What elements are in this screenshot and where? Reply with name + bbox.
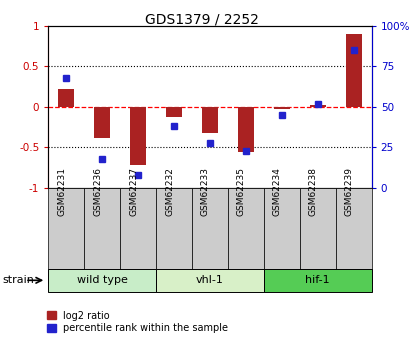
- Text: GSM62239: GSM62239: [345, 167, 354, 216]
- Text: GSM62237: GSM62237: [129, 167, 138, 216]
- Bar: [130, 107, 146, 165]
- Text: GSM62238: GSM62238: [309, 167, 318, 216]
- Bar: [166, 107, 182, 118]
- Text: GSM62232: GSM62232: [165, 167, 174, 216]
- Text: GSM62235: GSM62235: [237, 167, 246, 216]
- Bar: [346, 34, 362, 107]
- Text: GDS1379 / 2252: GDS1379 / 2252: [144, 12, 259, 26]
- Text: GSM62231: GSM62231: [57, 167, 66, 216]
- Legend: log2 ratio, percentile rank within the sample: log2 ratio, percentile rank within the s…: [47, 311, 228, 333]
- Text: hif-1: hif-1: [305, 275, 330, 285]
- Bar: [238, 107, 254, 151]
- Text: vhl-1: vhl-1: [196, 275, 224, 285]
- Text: GSM62234: GSM62234: [273, 167, 282, 216]
- Bar: [202, 107, 218, 133]
- Text: wild type: wild type: [77, 275, 128, 285]
- Text: GSM62236: GSM62236: [93, 167, 102, 216]
- Bar: [58, 89, 74, 107]
- Bar: [94, 107, 110, 138]
- Text: GSM62233: GSM62233: [201, 167, 210, 216]
- Text: strain: strain: [2, 275, 34, 285]
- Bar: [274, 107, 290, 109]
- Bar: [310, 105, 326, 107]
